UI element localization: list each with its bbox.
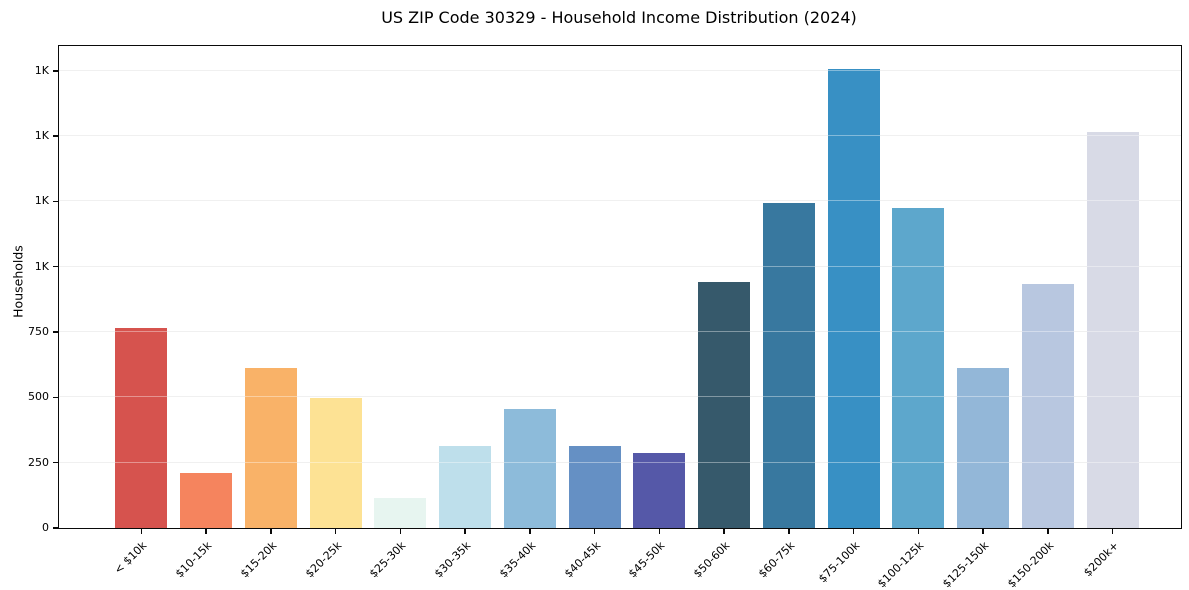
x-tick-mark (723, 529, 725, 535)
bar-slot (368, 46, 433, 528)
bar-$40-45k (568, 445, 621, 528)
bar-slot (627, 46, 692, 528)
y-tick-label: 250 (28, 455, 49, 469)
y-tick-label: 500 (28, 390, 49, 404)
x-tick-mark (1047, 529, 1049, 535)
bar-series (109, 46, 1145, 528)
x-tick-mark (334, 529, 337, 535)
y-tick-mark (52, 462, 58, 464)
grid-line (59, 461, 1181, 463)
x-tick-mark (464, 529, 466, 535)
y-tick-label: 1K (34, 129, 49, 143)
x-tick-label: < $10k (112, 539, 150, 577)
y-tick-label: 1K (34, 63, 49, 77)
bar-slot (821, 46, 886, 528)
bar-$75-100k (827, 69, 880, 528)
y-tick-mark (52, 527, 58, 529)
bar-slot (109, 46, 174, 528)
bar-$25-30k (374, 497, 427, 528)
bar-$20-25k (309, 397, 362, 528)
x-tick-mark (140, 529, 143, 535)
x-tick-mark (852, 529, 855, 535)
grid-line (59, 135, 1181, 137)
y-axis-label: Households (10, 245, 26, 318)
bar-slot (562, 46, 627, 528)
bar-slot (886, 46, 951, 528)
x-tick-mark (529, 529, 531, 535)
bar-slot (692, 46, 757, 528)
bar-$45-50k (633, 452, 686, 528)
y-tick-label: 0 (42, 521, 49, 534)
grid-line (59, 396, 1181, 398)
bar-slot (239, 46, 304, 528)
grid-line (59, 265, 1181, 267)
grid-line (59, 135, 1181, 137)
grid-line (59, 200, 1181, 202)
bar-slot (951, 46, 1016, 528)
y-tick-label: 750 (28, 325, 49, 339)
x-tick-mark (270, 529, 272, 535)
x-tick-mark (917, 529, 920, 535)
x-tick-mark (593, 529, 596, 535)
bar-$35-40k (503, 409, 556, 528)
grid-line (59, 265, 1181, 267)
bar-slot (174, 46, 239, 528)
grid-line (59, 331, 1181, 333)
bar-< $10k (115, 328, 168, 528)
x-tick-mark (205, 529, 207, 535)
x-tick-mark (399, 529, 402, 535)
y-tick-mark (52, 135, 58, 137)
x-tick-mark (788, 529, 790, 535)
bar-slot (303, 46, 368, 528)
plot-area: 0 250 500 750 1K 1K 1K 1K < $10k $10-15k $15-20k $… (28, 45, 1182, 590)
y-tick-label: 1K (34, 259, 49, 273)
bar-slot (1016, 46, 1081, 528)
y-tick-mark (52, 200, 58, 203)
grid-line (59, 69, 1181, 71)
y-tick-mark (52, 396, 58, 399)
grid-line (59, 396, 1181, 398)
bar-slot (757, 46, 822, 528)
bar-$10-15k (180, 473, 233, 528)
y-tick-mark (52, 266, 58, 268)
chart-title: US ZIP Code 30329 - Household Income Dis… (381, 8, 857, 27)
bar-$15-20k (244, 368, 297, 528)
y-tick-label: 1K (34, 194, 49, 208)
grid-line (59, 331, 1181, 333)
grid-line (59, 69, 1181, 71)
bar-$100-125k (892, 207, 945, 528)
bar-slot (433, 46, 498, 528)
bar-slot (1080, 46, 1145, 528)
x-tick-mark (1111, 529, 1114, 535)
bar-$200k+ (1086, 131, 1139, 528)
bar-slot (498, 46, 563, 528)
y-tick-mark (52, 70, 58, 72)
bar-$60-75k (762, 202, 815, 528)
bar-$50-60k (698, 282, 751, 528)
x-tick-mark (982, 529, 984, 535)
grid-line (59, 200, 1181, 202)
bar-$30-35k (439, 445, 492, 528)
x-tick-mark (658, 529, 661, 535)
bar-$125-150k (957, 368, 1010, 528)
bar-$150-200k (1021, 284, 1074, 528)
y-tick-mark (52, 331, 58, 333)
